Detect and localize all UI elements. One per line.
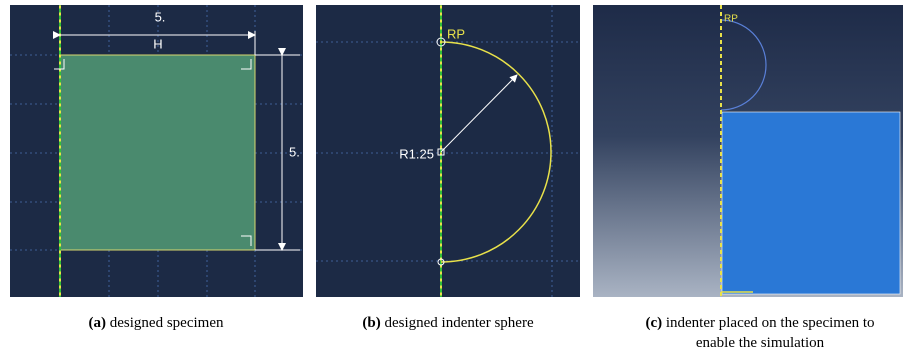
- page: 5. H 5. R1.25 RP RP (a) designed specime…: [0, 0, 924, 358]
- caption: (c) indenter placed on the specimen to: [645, 315, 874, 331]
- caption: (a) designed specimen: [89, 315, 224, 331]
- dimension-label: 5.: [289, 144, 300, 159]
- constraint-label: H: [153, 36, 162, 51]
- specimen: [722, 112, 900, 294]
- dimension-label: 5.: [155, 9, 166, 24]
- caption: (b) designed indenter sphere: [362, 315, 534, 331]
- figure: 5. H 5. R1.25 RP RP (a) designed specime…: [0, 0, 924, 358]
- panel-c: RP: [593, 5, 903, 297]
- caption-text: enable the simulation: [696, 335, 825, 351]
- specimen: [60, 55, 255, 250]
- caption-text: designed specimen: [110, 315, 224, 331]
- reference-point-label: RP: [447, 26, 465, 41]
- viewport: [316, 5, 580, 297]
- caption-label: (a): [89, 315, 107, 331]
- radius-label: R1.25: [399, 146, 434, 161]
- caption-label: (c): [645, 315, 662, 331]
- caption-label: (b): [362, 315, 380, 331]
- caption-text: indenter placed on the specimen to: [666, 315, 875, 331]
- panel-b: R1.25 RP: [316, 5, 580, 297]
- panel-a: 5. H 5.: [10, 5, 303, 297]
- caption-text: designed indenter sphere: [384, 315, 533, 331]
- reference-point-label: RP: [724, 14, 738, 25]
